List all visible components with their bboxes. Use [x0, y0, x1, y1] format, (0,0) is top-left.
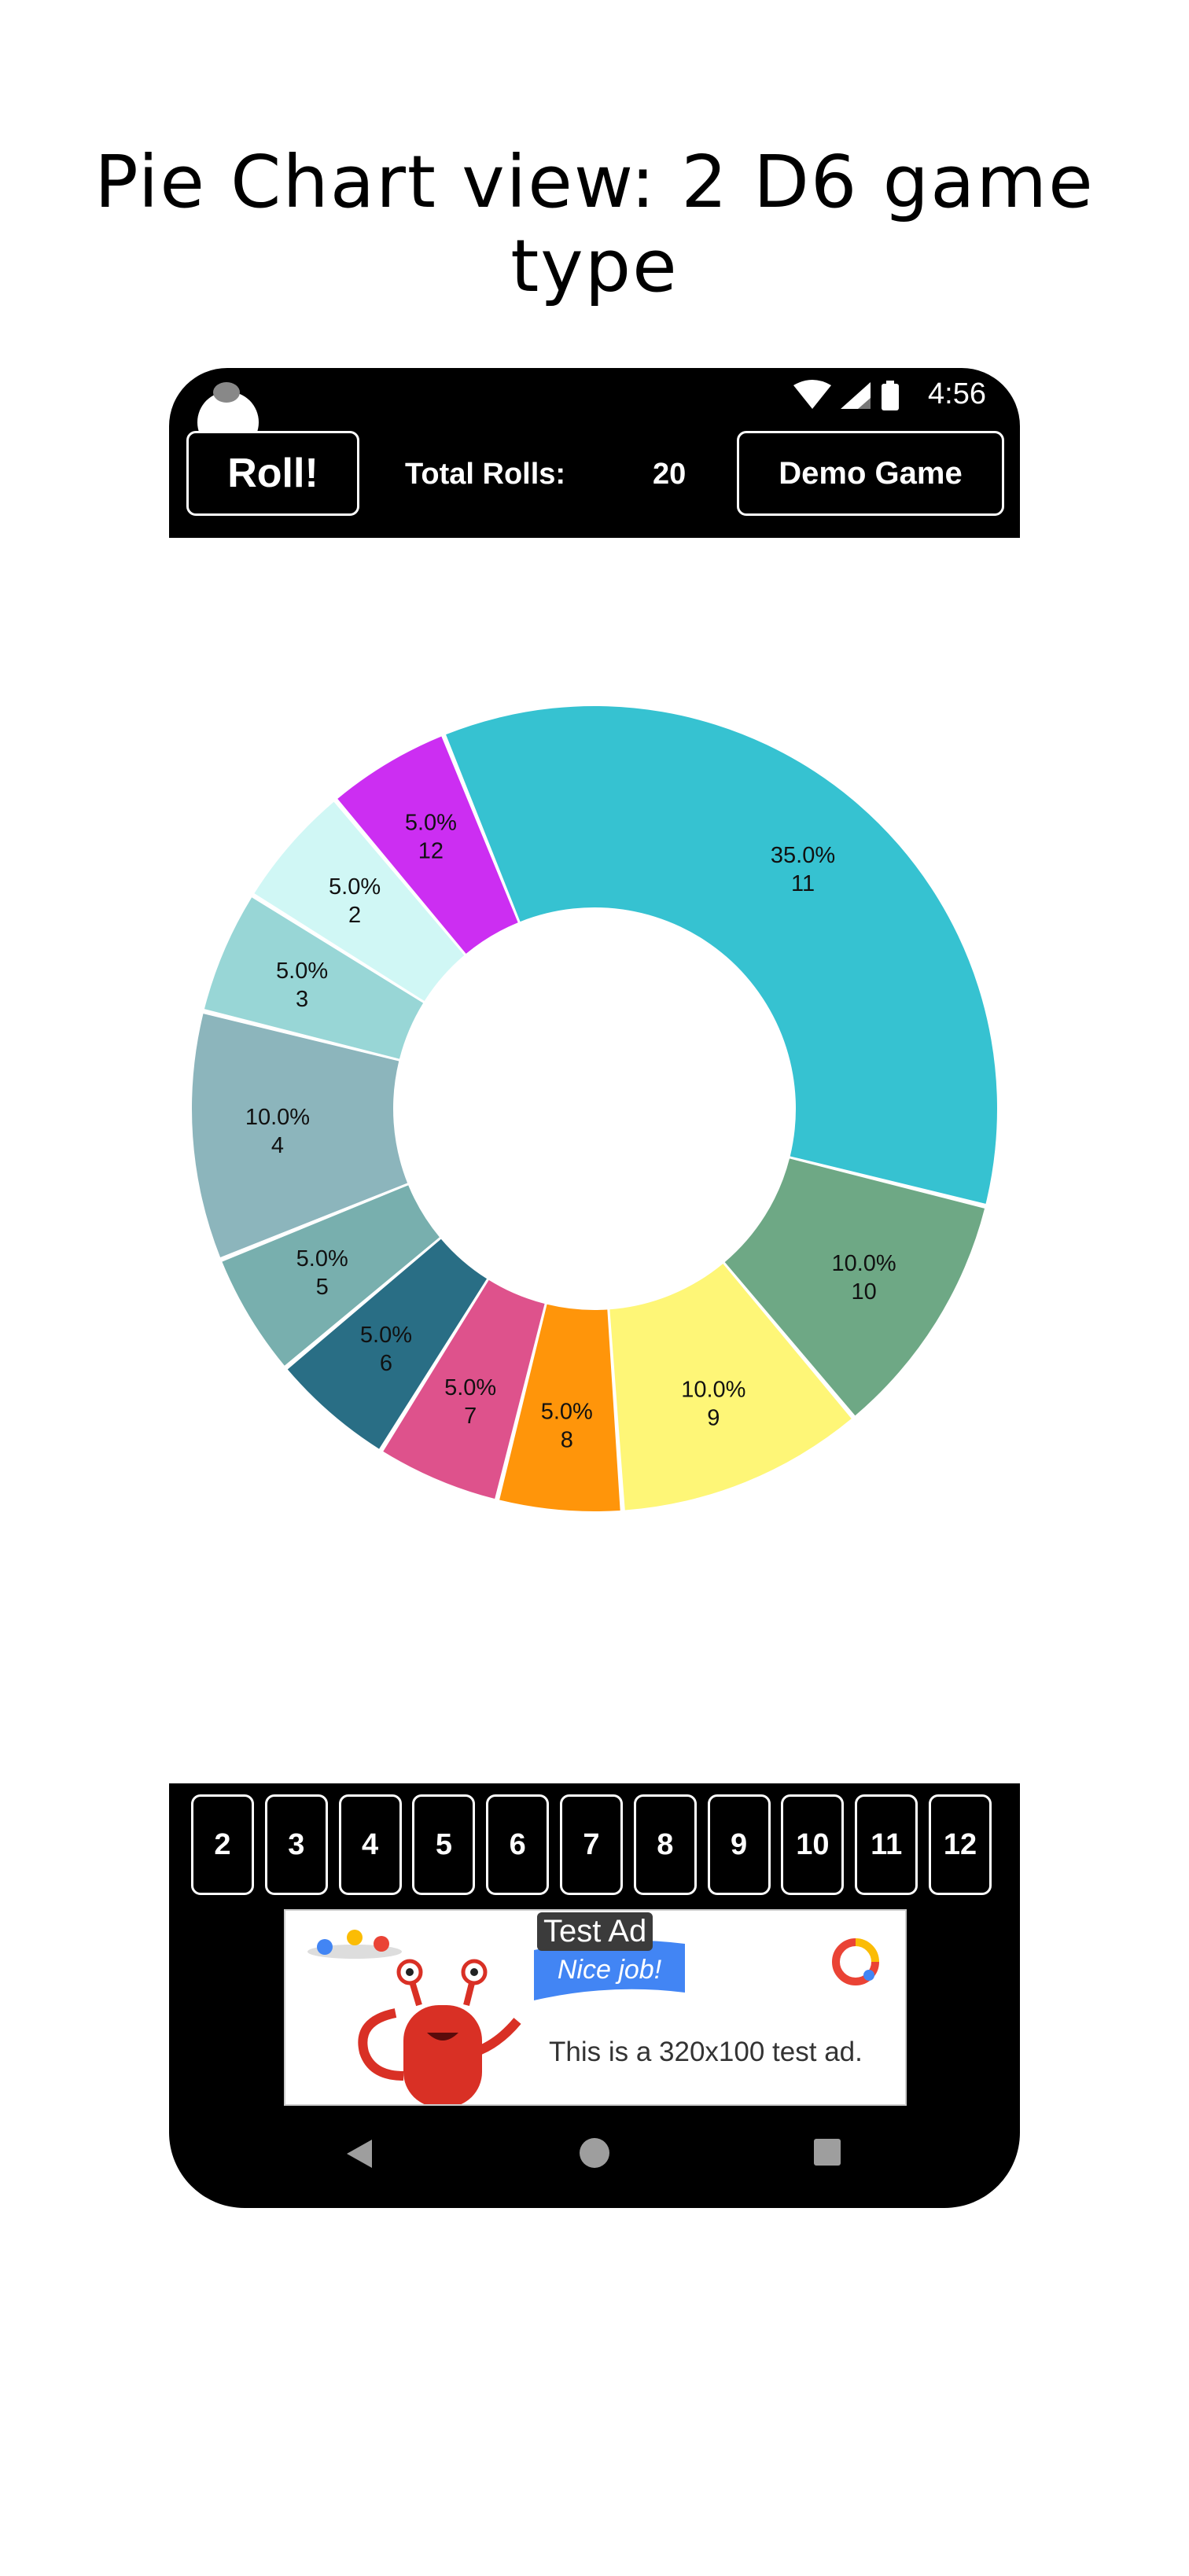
slice-percent-label: 10.0%	[831, 1251, 896, 1276]
number-button-8[interactable]: 8	[633, 1794, 697, 1895]
slice-category-label: 9	[707, 1406, 720, 1431]
donut-chart: 35.0% 11 5.0% 12 5.0% 2 5.0% 3 10.0% 4 5.0% 5 5.0% 6 5…	[191, 706, 997, 1511]
slice-category-label: 3	[296, 987, 308, 1012]
app-bottom-bar: 2 3 4 5 6 7 8 9 10 11 12 Nice job!	[169, 1783, 1020, 2208]
slice-category-label: 2	[348, 903, 361, 928]
pie-slice-2	[254, 801, 465, 1002]
test-ad-badge: Test Ad	[537, 1912, 653, 1951]
pie-slice-5	[222, 1185, 440, 1366]
number-button-7[interactable]: 7	[560, 1794, 623, 1895]
slice-category-label: 5	[316, 1275, 329, 1300]
number-button-3[interactable]: 3	[264, 1794, 328, 1895]
roll-button[interactable]: Roll!	[186, 431, 359, 516]
pie-slice-6	[287, 1238, 488, 1449]
number-button-2[interactable]: 2	[191, 1794, 254, 1895]
slice-percent-label: 10.0%	[245, 1105, 310, 1130]
pie-slice-8	[499, 1304, 620, 1511]
nice-job-ribbon: Nice job!	[534, 1940, 685, 2000]
slice-percent-label: 5.0%	[360, 1323, 412, 1348]
recents-square-icon[interactable]	[814, 2139, 841, 2166]
slice-category-label: 12	[418, 839, 444, 864]
home-circle-icon[interactable]	[580, 2138, 609, 2168]
ad-choices-logo-icon	[832, 1938, 879, 1985]
slice-percent-label: 5.0%	[329, 874, 381, 900]
pie-slice-9	[609, 1264, 852, 1511]
demo-game-button[interactable]: Demo Game	[737, 431, 1004, 516]
total-rolls-value: 20	[653, 458, 687, 491]
number-button-5[interactable]: 5	[412, 1794, 476, 1895]
slice-percent-label: 5.0%	[276, 959, 328, 984]
slice-category-label: 7	[464, 1404, 477, 1429]
planet-icon	[307, 1930, 402, 1959]
slice-category-label: 8	[561, 1427, 573, 1452]
pie-slice-10	[724, 1158, 985, 1416]
back-triangle-icon[interactable]	[347, 2140, 372, 2168]
signal-empty-icon	[858, 398, 871, 409]
pie-slice-3	[204, 897, 424, 1059]
slice-percent-label: 5.0%	[541, 1399, 593, 1424]
number-button-10[interactable]: 10	[781, 1794, 845, 1895]
slice-category-label: 6	[380, 1351, 392, 1376]
pie-slice-12	[337, 736, 518, 954]
pie-slice-11	[446, 706, 997, 1204]
app-top-bar: 4:56 Roll! Total Rolls: 20 Demo Game	[169, 368, 1020, 538]
slice-category-label: 11	[791, 871, 815, 896]
number-button-12[interactable]: 12	[929, 1794, 992, 1895]
slice-category-label: 10	[851, 1279, 876, 1305]
status-icons	[793, 380, 899, 410]
number-button-9[interactable]: 9	[707, 1794, 771, 1895]
number-button-6[interactable]: 6	[486, 1794, 550, 1895]
slice-category-label: 4	[271, 1133, 284, 1158]
number-button-4[interactable]: 4	[338, 1794, 402, 1895]
ad-text: This is a 320x100 test ad.	[549, 2037, 863, 2067]
monster-mascot-icon	[358, 1959, 521, 2104]
status-time: 4:56	[928, 377, 986, 410]
test-ad-banner[interactable]: Nice job! Test Ad This is a 320x100 test…	[284, 1909, 907, 2106]
page-title: Pie Chart view: 2 D6 game type	[94, 140, 1095, 308]
total-rolls-label: Total Rolls:	[405, 458, 566, 491]
slice-percent-label: 35.0%	[771, 843, 835, 868]
pie-slice-7	[383, 1279, 545, 1500]
pie-slice-4	[191, 1014, 408, 1257]
slice-percent-label: 5.0%	[405, 811, 457, 836]
slice-percent-label: 10.0%	[681, 1378, 745, 1403]
ribbon-text: Nice job!	[558, 1955, 662, 1985]
pie-chart-area: 35.0% 11 5.0% 12 5.0% 2 5.0% 3 10.0% 4 5.0% 5 5.0% 6 5…	[0, 538, 1189, 1783]
number-button-11[interactable]: 11	[855, 1794, 918, 1895]
slice-percent-label: 5.0%	[296, 1246, 348, 1271]
battery-icon	[882, 384, 899, 410]
signal-icon	[841, 382, 871, 409]
wifi-icon	[793, 380, 831, 409]
slice-percent-label: 5.0%	[444, 1375, 496, 1400]
